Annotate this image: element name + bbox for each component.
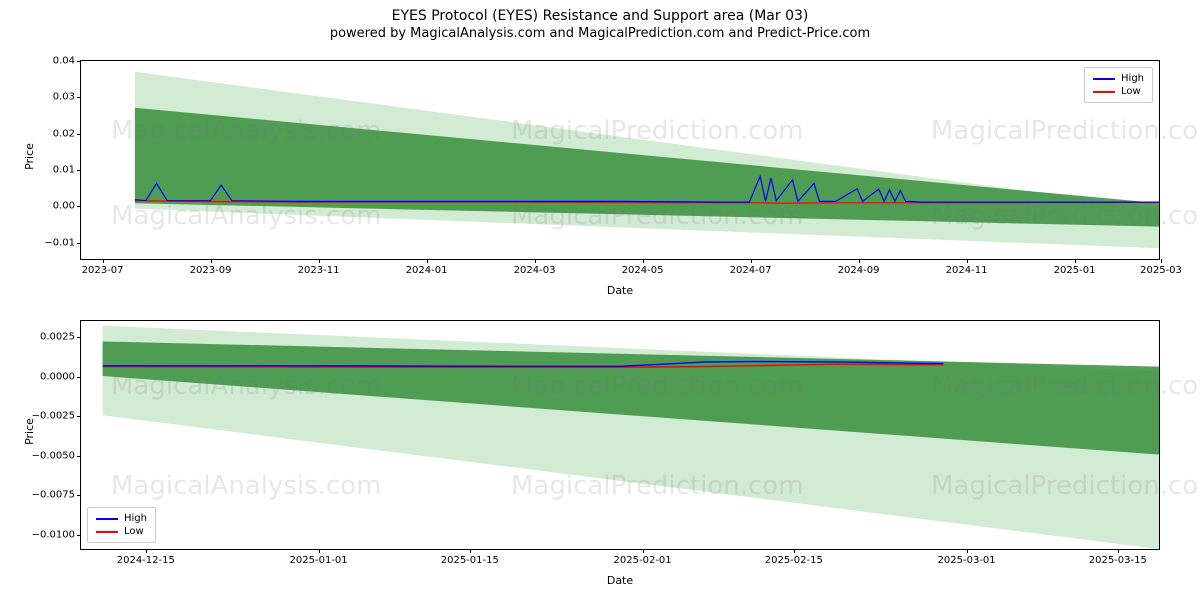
legend-label: High	[1121, 73, 1144, 84]
legend-box: High Low	[1084, 67, 1153, 103]
x-tick-label: 2024-01	[406, 265, 448, 276]
y-tick-label: 0.01	[53, 165, 75, 176]
legend-item: High	[96, 512, 147, 525]
y-axis-label: Price	[23, 143, 36, 170]
y-tick-label: −0.01	[44, 237, 75, 248]
y-tick-label: −0.0050	[32, 450, 75, 461]
chart-subtitle: powered by MagicalAnalysis.com and Magic…	[0, 26, 1200, 41]
y-tick-label: 0.03	[53, 92, 75, 103]
y-tick-label: 0.04	[53, 56, 75, 67]
legend-swatch	[1093, 78, 1115, 80]
x-tick-label: 2025-03	[1140, 265, 1182, 276]
x-tick-label: 2024-03	[514, 265, 556, 276]
bottom-chart: MagicalAnalysis.com MagicalPrediction.co…	[80, 320, 1160, 550]
legend-swatch	[96, 518, 118, 520]
x-tick-label: 2025-01-01	[290, 555, 348, 566]
legend-swatch	[96, 531, 118, 533]
x-tick-label: 2023-07	[82, 265, 124, 276]
x-tick-label: 2024-09	[838, 265, 880, 276]
x-tick-label: 2025-03-01	[938, 555, 996, 566]
x-tick-label: 2023-11	[298, 265, 340, 276]
legend-item: Low	[96, 525, 147, 538]
y-tick-label: −0.0075	[32, 490, 75, 501]
y-tick-label: −0.0100	[32, 530, 75, 541]
legend-swatch	[1093, 91, 1115, 93]
legend-label: High	[124, 513, 147, 524]
legend-label: Low	[1121, 86, 1141, 97]
x-tick-label: 2024-12-15	[117, 555, 175, 566]
x-tick-label: 2025-02-15	[765, 555, 823, 566]
y-tick-label: 0.0025	[40, 331, 75, 342]
x-tick-label: 2023-09	[190, 265, 232, 276]
x-tick-label: 2025-02-01	[614, 555, 672, 566]
chart-title: EYES Protocol (EYES) Resistance and Supp…	[0, 8, 1200, 24]
x-axis-label: Date	[570, 284, 670, 297]
x-tick-label: 2024-07	[730, 265, 772, 276]
x-axis-label: Date	[570, 574, 670, 587]
x-tick-label: 2025-03-15	[1089, 555, 1147, 566]
x-tick-label: 2024-05	[622, 265, 664, 276]
top-chart-svg	[81, 61, 1159, 259]
x-tick-label: 2024-11	[946, 265, 988, 276]
y-tick-label: 0.00	[53, 201, 75, 212]
chart-container: EYES Protocol (EYES) Resistance and Supp…	[0, 0, 1200, 600]
legend-label: Low	[124, 526, 144, 537]
legend-box: High Low	[87, 507, 156, 543]
x-tick-label: 2025-01-15	[441, 555, 499, 566]
bottom-chart-svg	[81, 321, 1159, 549]
y-tick-label: −0.0025	[32, 411, 75, 422]
top-chart: MagicalAnalysis.com MagicalPrediction.co…	[80, 60, 1160, 260]
x-tick-label: 2025-01	[1054, 265, 1096, 276]
title-block: EYES Protocol (EYES) Resistance and Supp…	[0, 0, 1200, 41]
legend-item: Low	[1093, 85, 1144, 98]
y-tick-label: 0.0000	[40, 371, 75, 382]
legend-item: High	[1093, 72, 1144, 85]
y-axis-label: Price	[23, 418, 36, 445]
y-tick-label: 0.02	[53, 128, 75, 139]
